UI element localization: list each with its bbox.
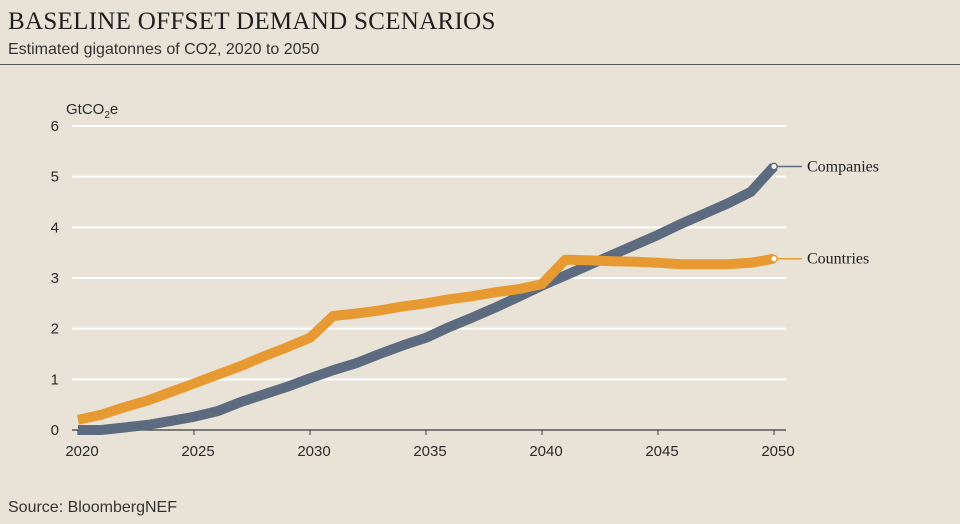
x-tick-label-2040: 2040 (529, 443, 562, 460)
y-tick-label-3: 3 (51, 270, 59, 287)
x-tick-label-2050: 2050 (761, 443, 794, 460)
series-line-companies (78, 163, 778, 435)
header-divider (0, 64, 960, 65)
y-axis-label: GtCO2e (66, 101, 118, 121)
series-label-countries: Countries (807, 251, 869, 268)
y-axis-label-suffix: e (110, 101, 118, 118)
x-tick-label-2030: 2030 (297, 443, 330, 460)
series-labels: Companies Countries (770, 159, 879, 268)
series-group (76, 163, 778, 435)
series-endpoint-companies (770, 162, 778, 171)
x-tick-label-2035: 2035 (413, 443, 446, 460)
x-tick-label-2045: 2045 (645, 443, 678, 460)
y-axis-ticks: 0 1 2 3 4 5 6 (51, 118, 59, 439)
y-tick-label-0: 0 (51, 422, 59, 439)
source-note: Source: BloombergNEF (8, 499, 177, 516)
y-axis-label-subscript: 2 (104, 110, 110, 121)
y-tick-label-5: 5 (51, 169, 59, 186)
y-axis-label-base: GtCO (66, 101, 104, 118)
series-label-companies: Companies (807, 159, 879, 176)
y-tick-label-6: 6 (51, 118, 59, 135)
series-line-countries (76, 253, 775, 425)
y-tick-label-4: 4 (51, 219, 59, 236)
x-tick-label-2025: 2025 (181, 443, 214, 460)
x-tick-label-2020: 2020 (65, 443, 98, 460)
chart-subtitle: Estimated gigatonnes of CO2, 2020 to 205… (8, 41, 320, 58)
x-axis-ticks: 2020 2025 2030 2035 2040 2045 2050 (65, 430, 795, 460)
chart-title: BASELINE OFFSET DEMAND SCENARIOS (8, 8, 496, 35)
y-tick-label-1: 1 (51, 371, 59, 388)
y-tick-label-2: 2 (51, 321, 59, 338)
series-endpoint-countries (770, 254, 778, 263)
